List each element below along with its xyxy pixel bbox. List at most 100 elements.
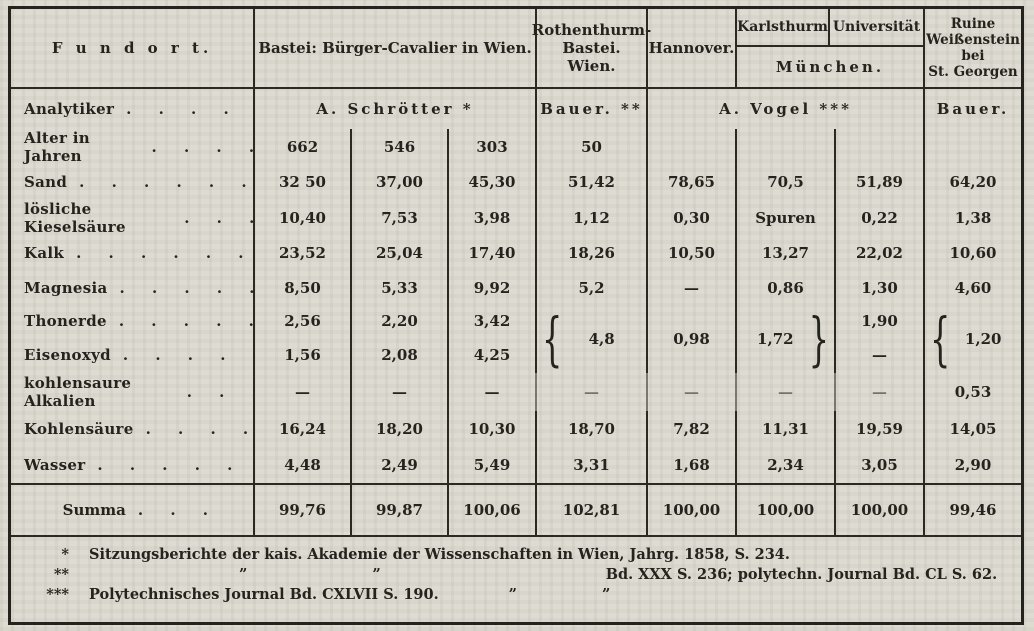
row-label-alter: Alter in Jahren . . . . bbox=[11, 129, 253, 165]
value-cell: 5,33 bbox=[350, 271, 447, 305]
analysis-table: F u n d o r t. Bastei: Bürger-Cavalier i… bbox=[8, 6, 1024, 625]
value-cell: 45,30 bbox=[447, 164, 535, 200]
leader-dots: . . . bbox=[186, 383, 253, 401]
column-header-hannover: Hannover. bbox=[646, 9, 735, 89]
value-cell: 10,40 bbox=[253, 200, 350, 235]
value-cell bbox=[834, 129, 923, 164]
value-cell: 70,5 bbox=[735, 164, 834, 200]
value-cell: 8,50 bbox=[253, 271, 350, 305]
value-cell: 9,92 bbox=[447, 271, 535, 305]
muenchen-subgrid: Karlsthurm Universität München. bbox=[737, 9, 923, 87]
leader-dots: . . . . . . bbox=[118, 312, 253, 330]
row-label-text: Wasser bbox=[24, 456, 86, 474]
header-line: bei bbox=[961, 48, 985, 64]
footnote-marker: ** bbox=[53, 566, 69, 583]
value-cell: 1,30 bbox=[834, 271, 923, 305]
value-cell: 4,48 bbox=[253, 447, 350, 485]
value-cell: 2,08 bbox=[350, 337, 447, 373]
column-header-universitaet: Universität bbox=[830, 9, 923, 47]
value-cell: 51,42 bbox=[535, 164, 646, 200]
leader-dots: . . . . . bbox=[145, 420, 253, 438]
footnote-2: ** ” ” Bd. XXX S. 236; polytechn. Journa… bbox=[11, 566, 1015, 583]
value-cell: — bbox=[646, 271, 735, 305]
value-cell: 2,90 bbox=[923, 447, 1021, 485]
value-cell: 0,22 bbox=[834, 200, 923, 235]
value-cell: — bbox=[735, 373, 834, 411]
row-label-summa: Summa . . . bbox=[11, 485, 253, 537]
value-cell: 662 bbox=[253, 129, 350, 164]
value-cell: 51,89 bbox=[834, 164, 923, 200]
row-label-text: Thonerde bbox=[24, 312, 107, 330]
value-cell: 22,02 bbox=[834, 235, 923, 271]
value-cell: 1,90 bbox=[834, 305, 923, 337]
leader-dots: . . . . . . . . bbox=[76, 244, 253, 262]
column-header-muenchen-group: Karlsthurm Universität München. bbox=[735, 9, 923, 89]
value-cell: 2,56 bbox=[253, 305, 350, 337]
leader-dots: . . . bbox=[137, 501, 219, 519]
footnote-text: Polytechnisches Journal Bd. CXLVII S. 19… bbox=[89, 586, 439, 603]
value-cell: 64,20 bbox=[923, 164, 1021, 200]
value-cell: 4,25 bbox=[447, 337, 535, 373]
group-brace-icon: { bbox=[930, 304, 951, 374]
value-cell: 2,20 bbox=[350, 305, 447, 337]
row-label-thonerde: Thonerde . . . . . . bbox=[11, 305, 253, 337]
value-cell: 0,30 bbox=[646, 200, 735, 235]
value-cell: — bbox=[834, 337, 923, 373]
value-cell: — bbox=[350, 373, 447, 411]
value-cell: 3,98 bbox=[447, 200, 535, 235]
value-cell bbox=[735, 129, 834, 164]
row-label-kieselsaeure: lösliche Kieselsäure . . . bbox=[11, 199, 253, 236]
value-cell: 1,68 bbox=[646, 447, 735, 485]
value-cell: 546 bbox=[350, 129, 447, 164]
column-header-bastei: Bastei: Bürger-Cavalier in Wien. bbox=[253, 9, 535, 89]
merged-value-cell-ruine: { 1,20 bbox=[923, 305, 1021, 373]
row-label-text: Kohlensäure bbox=[24, 420, 134, 438]
value-cell: 18,26 bbox=[535, 235, 646, 271]
value-cell: 19,59 bbox=[834, 411, 923, 447]
footnote-text: Bd. XXX S. 236; polytechn. Journal Bd. C… bbox=[605, 566, 998, 583]
value-cell bbox=[646, 129, 735, 164]
leader-dots: . . . . . . . . bbox=[97, 456, 253, 474]
row-label-text: Sand bbox=[24, 173, 68, 191]
value-cell: 50 bbox=[535, 129, 646, 164]
value-cell: — bbox=[447, 373, 535, 411]
value-cell: 14,05 bbox=[923, 411, 1021, 447]
merged-value-cell-karlsthurm: 1,72 } bbox=[735, 305, 834, 373]
row-label-text: kohlensaure Alkalien bbox=[24, 374, 132, 410]
value-cell: 4,60 bbox=[923, 271, 1021, 305]
header-line: Bastei. Wien. bbox=[562, 39, 621, 75]
ditto-mark: ” bbox=[239, 566, 248, 583]
footnote-text: Sitzungsberichte der kais. Akademie der … bbox=[89, 546, 790, 563]
value-cell: 3,31 bbox=[535, 447, 646, 485]
row-label-text: lösliche Kieselsäure bbox=[24, 199, 126, 236]
value-cell: 1,56 bbox=[253, 337, 350, 373]
value-cell: 7,53 bbox=[350, 200, 447, 235]
header-line: Rothenthurm- bbox=[531, 21, 652, 39]
header-line: St. Georgen bbox=[928, 64, 1018, 81]
group-brace-icon: } bbox=[808, 304, 829, 374]
value-cell: Spuren bbox=[735, 200, 834, 235]
footnotes: * Sitzungsberichte der kais. Akademie de… bbox=[11, 537, 1021, 622]
footnote-3: *** Polytechnisches Journal Bd. CXLVII S… bbox=[11, 586, 1015, 603]
summa-cell: 100,06 bbox=[447, 485, 535, 537]
ditto-mark: ” bbox=[601, 586, 611, 603]
merged-value-cell-hannover: 0,98 bbox=[646, 305, 735, 373]
analyst-bauer-ruine: Bauer. bbox=[923, 89, 1021, 129]
group-brace-icon: { bbox=[542, 304, 563, 374]
summa-cell: 99,46 bbox=[923, 485, 1021, 537]
value-cell: 32 50 bbox=[253, 164, 350, 200]
value-cell: — bbox=[535, 373, 646, 411]
merged-value: 1,72 bbox=[757, 330, 794, 348]
merged-value-cell-rothenthurm: { 4,8 bbox=[535, 305, 646, 373]
summa-cell: 99,87 bbox=[350, 485, 447, 537]
summa-cell: 100,00 bbox=[646, 485, 735, 537]
leader-dots: . . . . . bbox=[126, 100, 253, 118]
ditto-mark: ” bbox=[508, 586, 517, 603]
analyst-bauer-rothenthurm: Bauer. ** bbox=[535, 89, 646, 129]
row-label-text: Eisenoxyd bbox=[24, 346, 111, 364]
row-label-wasser: Wasser . . . . . . . . bbox=[11, 447, 253, 485]
leader-dots: . . . . . bbox=[122, 346, 253, 364]
value-cell: 17,40 bbox=[447, 235, 535, 271]
value-cell: 25,04 bbox=[350, 235, 447, 271]
